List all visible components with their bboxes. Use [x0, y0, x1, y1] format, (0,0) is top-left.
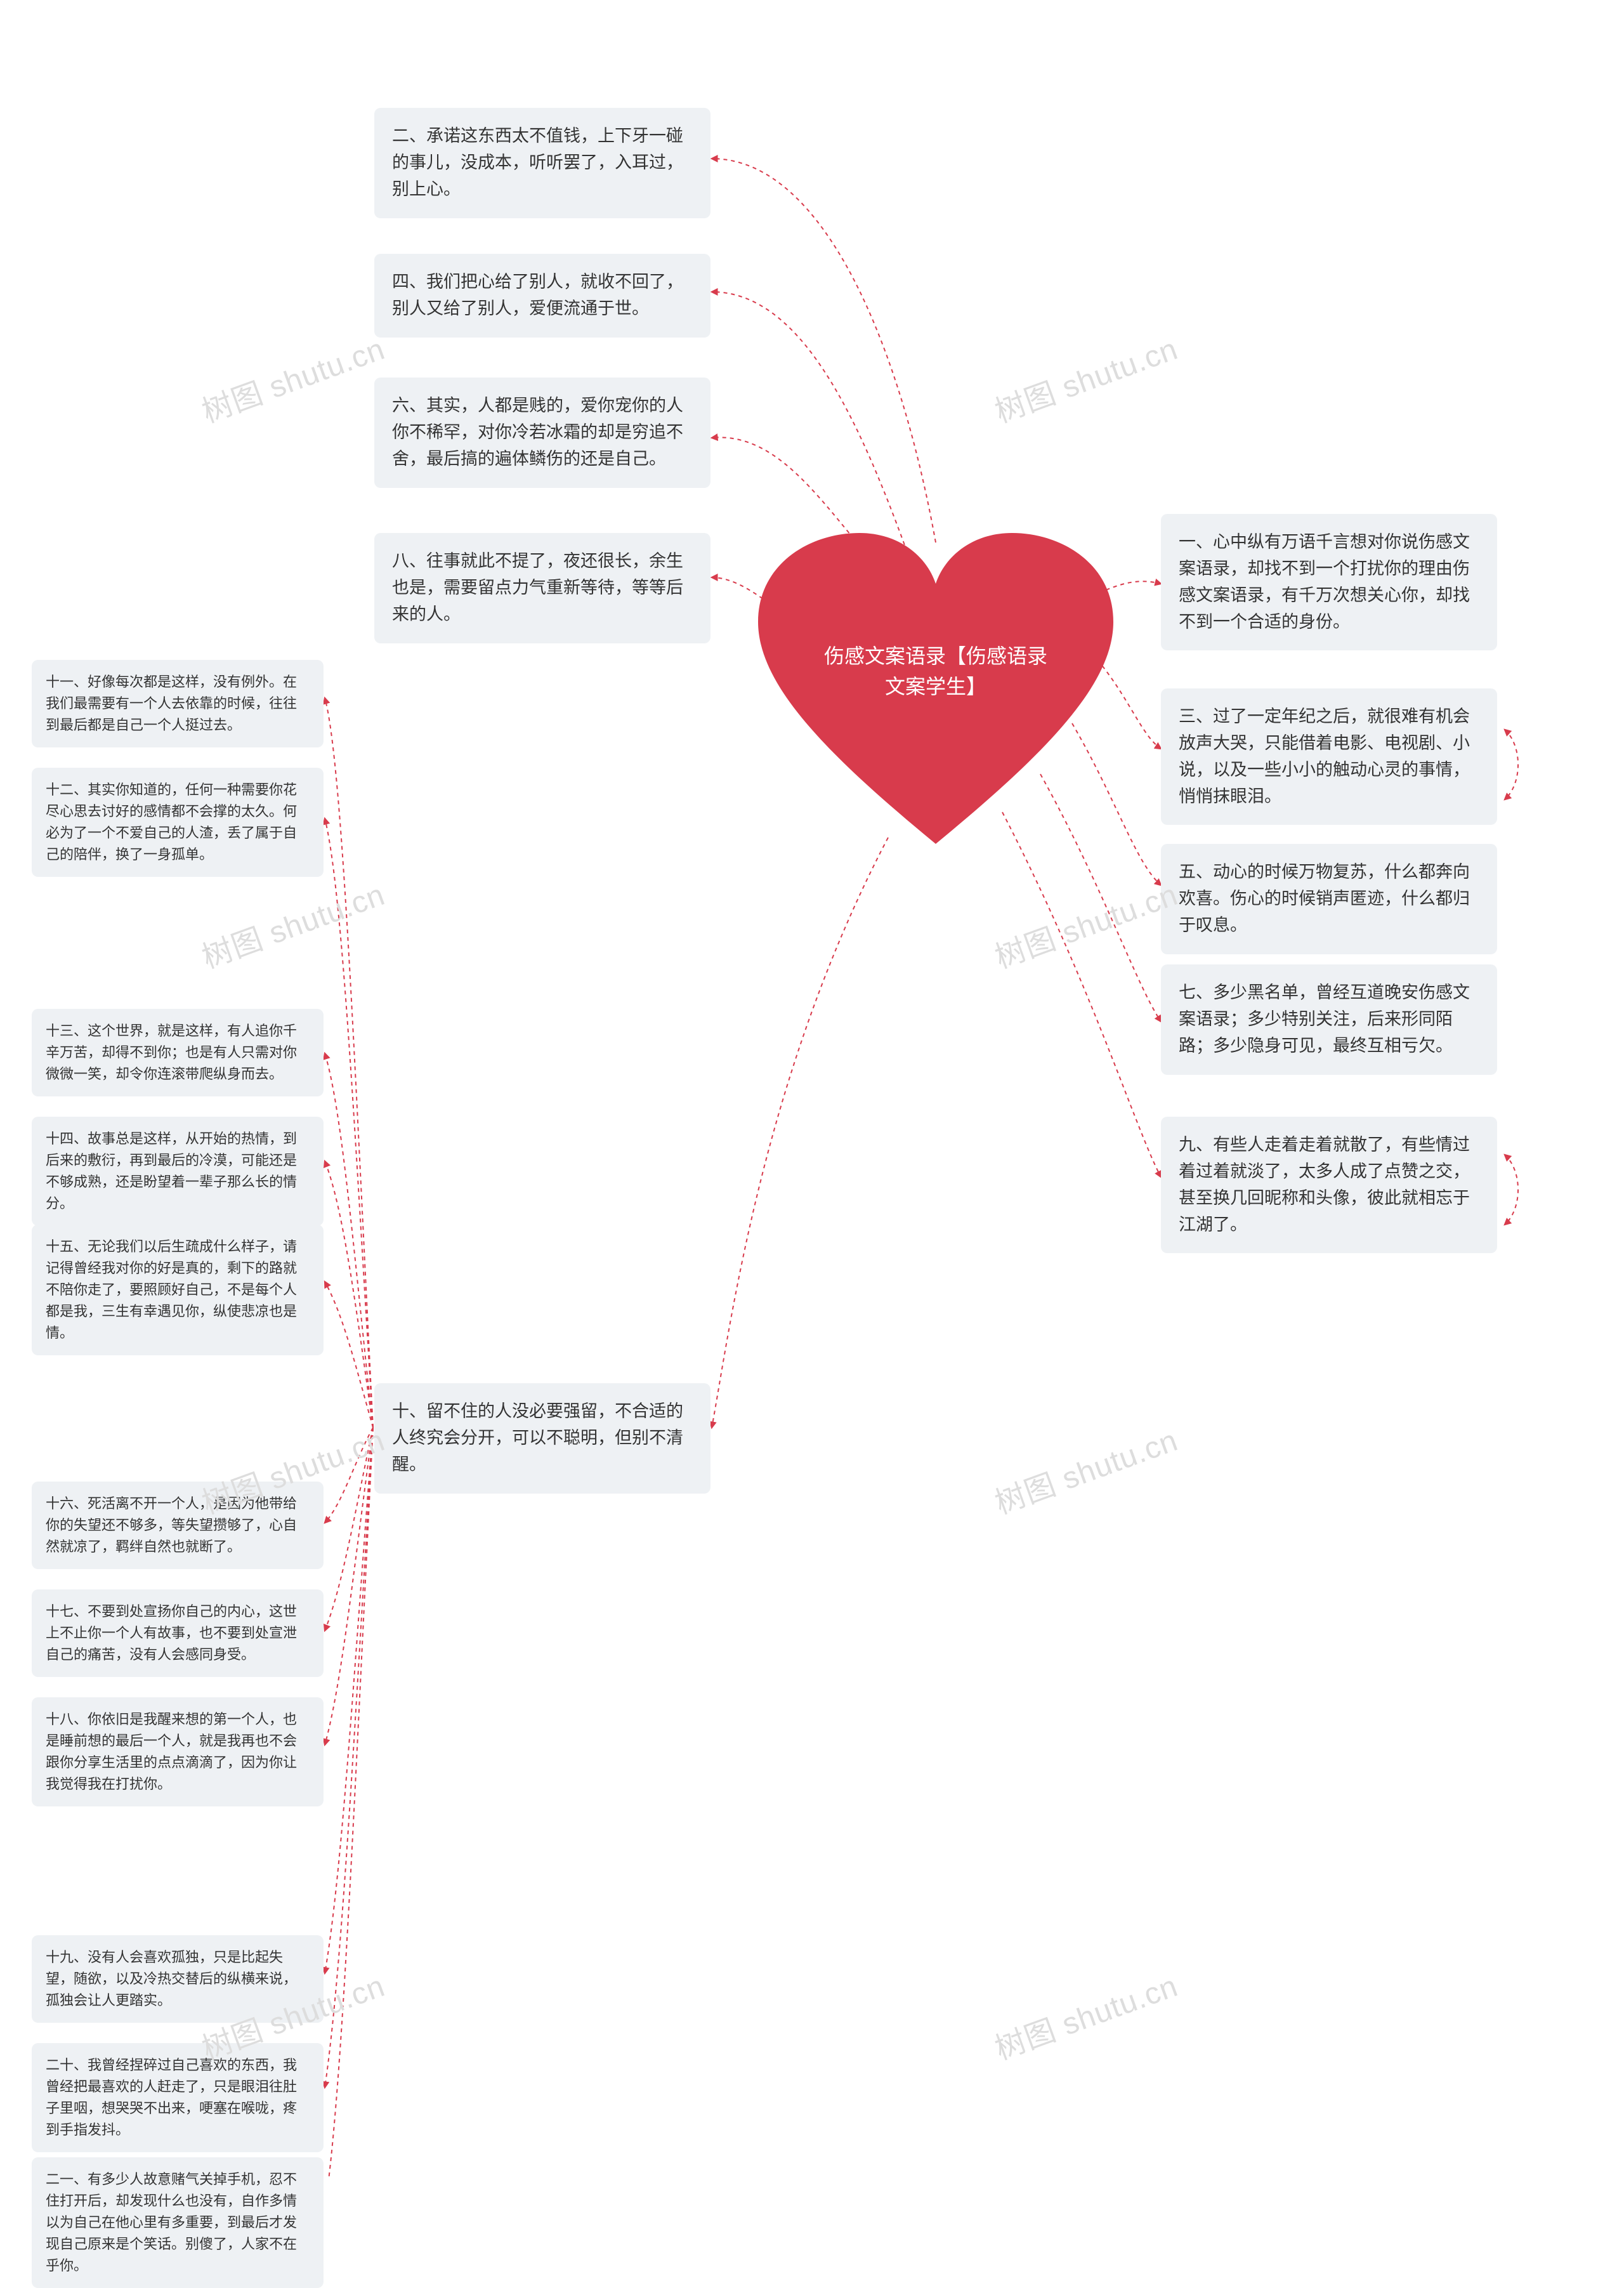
quote-text: 十七、不要到处宣扬你自己的内心，这世上不止你一个人有故事，也不要到处宣泄自己的痛… [46, 1603, 297, 1662]
connector [325, 1428, 373, 2087]
quote-node-n4[interactable]: 四、我们把心给了别人，就收不回了，别人又给了别人，爱便流通于世。 [374, 254, 710, 338]
quote-text: 十六、死活离不开一个人，是因为他带给你的失望还不够多，等失望攒够了，心自然就凉了… [46, 1496, 297, 1555]
connector [1002, 812, 1161, 1177]
quote-node-n19[interactable]: 十九、没有人会喜欢孤独，只是比起失望，随欲，以及冷热交替后的纵横来说，孤独会让人… [32, 1935, 324, 2023]
quote-text: 七、多少黑名单，曾经互道晚安伤感文案语录；多少特别关注，后来形同陌路；多少隐身可… [1179, 983, 1470, 1055]
quote-node-n17[interactable]: 十七、不要到处宣扬你自己的内心，这世上不止你一个人有故事，也不要到处宣泄自己的痛… [32, 1589, 324, 1677]
quote-node-n1[interactable]: 一、心中纵有万语千言想对你说伤感文案语录，却找不到一个打扰你的理由伤感文案语录，… [1161, 514, 1497, 650]
quote-text: 二、承诺这东西太不值钱，上下牙一碰的事儿，没成本，听听罢了，入耳过，别上心。 [392, 126, 683, 199]
quote-text: 十、留不住的人没必要强留，不合适的人终究会分开，可以不聪明，但别不清醒。 [392, 1402, 683, 1474]
watermark: 树图 shutu.cn [195, 870, 390, 977]
quote-text: 二一、有多少人故意赌气关掉手机，忍不住打开后，却发现什么也没有，自作多情以为自己… [46, 2171, 297, 2273]
quote-node-n14[interactable]: 十四、故事总是这样，从开始的热情，到后来的敷衍，再到最后的冷漠，可能还是不够成熟… [32, 1117, 324, 1226]
quote-text: 四、我们把心给了别人，就收不回了，别人又给了别人，爱便流通于世。 [392, 272, 683, 318]
quote-text: 十八、你依旧是我醒来想的第一个人，也是睡前想的最后一个人，就是我再也不会跟你分享… [46, 1711, 297, 1792]
quote-node-n21[interactable]: 二一、有多少人故意赌气关掉手机，忍不住打开后，却发现什么也没有，自作多情以为自己… [32, 2157, 324, 2288]
quote-node-n6[interactable]: 六、其实，人都是贱的，爱你宠你的人你不稀罕，对你冷若冰霜的却是穷追不舍，最后搞的… [374, 378, 710, 488]
connector [325, 1053, 373, 1428]
quote-text: 八、往事就此不提了，夜还很长，余生也是，需要留点力气重新等待，等等后来的人。 [392, 551, 683, 624]
quote-text: 十二、其实你知道的，任何一种需要你花尽心思去讨好的感情都不会撑的太久。何必为了一… [46, 782, 297, 862]
quote-text: 九、有些人走着走着就散了，有些情过着过着就淡了，太多人成了点赞之交，甚至换几回昵… [1179, 1135, 1470, 1234]
quote-node-n3[interactable]: 三、过了一定年纪之后，就很难有机会放声大哭，只能借着电影、电视剧、小说，以及一些… [1161, 688, 1497, 825]
quote-node-n10[interactable]: 十、留不住的人没必要强留，不合适的人终究会分开，可以不聪明，但别不清醒。 [374, 1383, 710, 1494]
connector [325, 1161, 373, 1428]
watermark: 树图 shutu.cn [195, 324, 390, 431]
quote-text: 五、动心的时候万物复苏，什么都奔向欢喜。伤心的时候销声匿迹，什么都归于叹息。 [1179, 862, 1470, 935]
watermark: 树图 shutu.cn [988, 1961, 1183, 2068]
quote-node-n12[interactable]: 十二、其实你知道的，任何一种需要你花尽心思去讨好的感情都不会撑的太久。何必为了一… [32, 768, 324, 877]
quote-node-n5[interactable]: 五、动心的时候万物复苏，什么都奔向欢喜。伤心的时候销声匿迹，什么都归于叹息。 [1161, 844, 1497, 954]
quote-node-n18[interactable]: 十八、你依旧是我醒来想的第一个人，也是睡前想的最后一个人，就是我再也不会跟你分享… [32, 1697, 324, 1806]
central-title: 伤感文案语录【伤感语录文案学生】 [815, 641, 1056, 702]
quote-text: 十九、没有人会喜欢孤独，只是比起失望，随欲，以及冷热交替后的纵横来说，孤独会让人… [46, 1949, 297, 2008]
quote-text: 十四、故事总是这样，从开始的热情，到后来的敷衍，再到最后的冷漠，可能还是不够成熟… [46, 1131, 297, 1211]
quote-node-n20[interactable]: 二十、我曾经捏碎过自己喜欢的东西，我曾经把最喜欢的人赶走了，只是眼泪往肚子里咽，… [32, 2043, 324, 2152]
connector [712, 838, 888, 1428]
quote-node-n16[interactable]: 十六、死活离不开一个人，是因为他带给你的失望还不够多，等失望攒够了，心自然就凉了… [32, 1482, 324, 1569]
quote-node-n9[interactable]: 九、有些人走着走着就散了，有些情过着过着就淡了，太多人成了点赞之交，甚至换几回昵… [1161, 1117, 1497, 1253]
watermark: 树图 shutu.cn [988, 870, 1183, 977]
quote-text: 六、其实，人都是贱的，爱你宠你的人你不稀罕，对你冷若冰霜的却是穷追不舍，最后搞的… [392, 396, 683, 468]
quote-node-n13[interactable]: 十三、这个世界，就是这样，有人追你千辛万苦，却得不到你；也是有人只需对你微微一笑… [32, 1009, 324, 1096]
quote-text: 十三、这个世界，就是这样，有人追你千辛万苦，却得不到你；也是有人只需对你微微一笑… [46, 1023, 297, 1082]
connector [325, 1282, 373, 1428]
watermark: 树图 shutu.cn [988, 1416, 1183, 1523]
connector [325, 1428, 373, 1973]
quote-node-n2[interactable]: 二、承诺这东西太不值钱，上下牙一碰的事儿，没成本，听听罢了，入耳过，别上心。 [374, 108, 710, 218]
central-heart-node[interactable]: 伤感文案语录【伤感语录文案学生】 [752, 527, 1120, 857]
connector [325, 1428, 373, 1745]
quote-node-n8[interactable]: 八、往事就此不提了，夜还很长，余生也是，需要留点力气重新等待，等等后来的人。 [374, 533, 710, 643]
connector [325, 1428, 373, 1631]
side-marker [1505, 730, 1518, 799]
connector [325, 819, 373, 1428]
quote-text: 三、过了一定年纪之后，就很难有机会放声大哭，只能借着电影、电视剧、小说，以及一些… [1179, 707, 1470, 806]
quote-text: 一、心中纵有万语千言想对你说伤感文案语录，却找不到一个打扰你的理由伤感文案语录，… [1179, 532, 1470, 631]
quote-text: 十五、无论我们以后生疏成什么样子，请记得曾经我对你的好是真的，剩下的路就不陪你走… [46, 1239, 297, 1341]
connector [325, 698, 373, 1428]
quote-text: 十一、好像每次都是这样，没有例外。在我们最需要有一个人去依靠的时候，往往到最后都… [46, 674, 297, 733]
quote-text: 二十、我曾经捏碎过自己喜欢的东西，我曾经把最喜欢的人赶走了，只是眼泪往肚子里咽，… [46, 2057, 297, 2138]
mindmap-canvas: 伤感文案语录【伤感语录文案学生】 二、承诺这东西太不值钱，上下牙一碰的事儿，没成… [0, 0, 1624, 2178]
watermark: 树图 shutu.cn [988, 324, 1183, 431]
quote-node-n7[interactable]: 七、多少黑名单，曾经互道晚安伤感文案语录；多少特别关注，后来形同陌路；多少隐身可… [1161, 964, 1497, 1075]
quote-node-n15[interactable]: 十五、无论我们以后生疏成什么样子，请记得曾经我对你的好是真的，剩下的路就不陪你走… [32, 1225, 324, 1355]
side-marker [1505, 1155, 1518, 1225]
connector [712, 159, 936, 542]
connector [325, 1428, 373, 1523]
connector [325, 1428, 373, 2178]
quote-node-n11[interactable]: 十一、好像每次都是这样，没有例外。在我们最需要有一个人去依靠的时候，往往到最后都… [32, 660, 324, 747]
connector [712, 292, 907, 552]
